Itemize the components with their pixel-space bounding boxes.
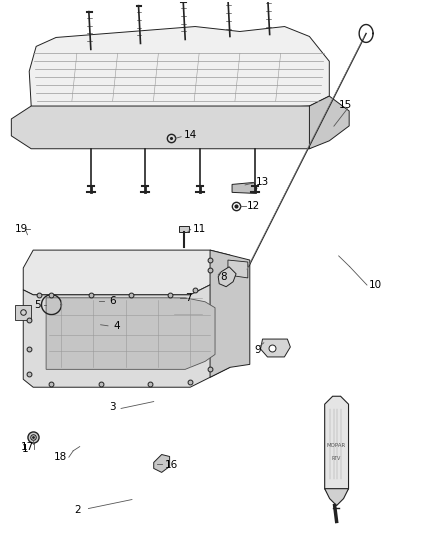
Text: 19: 19	[14, 224, 28, 235]
Polygon shape	[29, 27, 329, 119]
Polygon shape	[23, 250, 230, 295]
Text: 11: 11	[193, 224, 206, 235]
Text: 14: 14	[184, 130, 198, 140]
Polygon shape	[87, 318, 100, 328]
Text: 17: 17	[21, 441, 34, 451]
Text: 15: 15	[339, 100, 352, 110]
Text: 3: 3	[109, 402, 116, 412]
Polygon shape	[218, 267, 236, 287]
Polygon shape	[309, 96, 349, 149]
Text: 7: 7	[185, 293, 192, 303]
Polygon shape	[232, 182, 257, 193]
Text: 18: 18	[53, 452, 67, 462]
Polygon shape	[15, 305, 31, 320]
Text: 4: 4	[113, 321, 120, 331]
Polygon shape	[261, 339, 290, 357]
Polygon shape	[325, 396, 349, 504]
Bar	[169, 292, 207, 320]
Polygon shape	[154, 455, 170, 472]
Text: 13: 13	[256, 177, 269, 187]
Text: 8: 8	[220, 272, 226, 282]
Text: 2: 2	[74, 505, 81, 515]
Text: 6: 6	[109, 296, 116, 306]
Polygon shape	[11, 106, 329, 149]
Polygon shape	[46, 298, 215, 369]
Text: 10: 10	[369, 280, 382, 290]
Text: 16: 16	[165, 460, 178, 470]
Text: 5: 5	[34, 300, 41, 310]
Text: RTV: RTV	[332, 456, 341, 462]
Text: 12: 12	[247, 200, 261, 211]
Text: 1: 1	[22, 444, 28, 454]
Text: 9: 9	[255, 345, 261, 354]
Bar	[179, 226, 189, 232]
Polygon shape	[325, 489, 349, 506]
Polygon shape	[81, 291, 118, 315]
Polygon shape	[228, 260, 248, 278]
Polygon shape	[23, 275, 230, 387]
Polygon shape	[210, 250, 250, 377]
Text: MOPAR: MOPAR	[327, 443, 346, 448]
